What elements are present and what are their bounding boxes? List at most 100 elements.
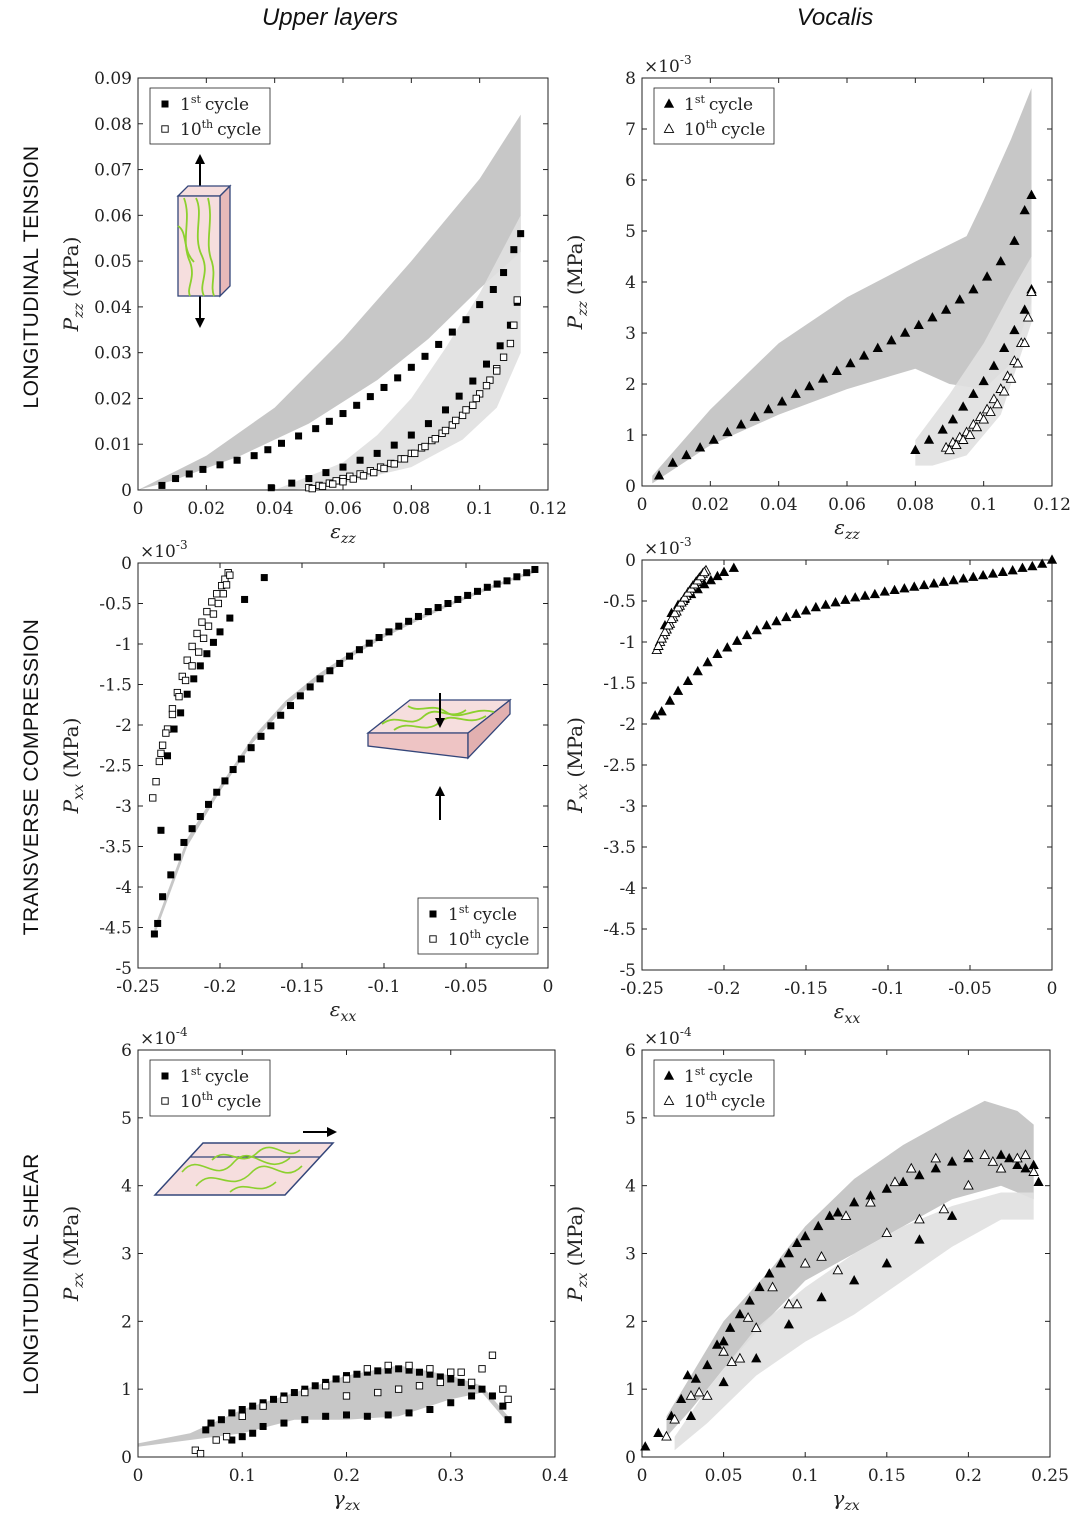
- data-point: [987, 1155, 999, 1166]
- data-point: [708, 434, 719, 444]
- data-point: [384, 1411, 392, 1419]
- legend-marker: [663, 98, 675, 108]
- data-point: [810, 601, 821, 612]
- data-point: [927, 312, 938, 322]
- data-point: [694, 442, 706, 452]
- data-point: [496, 342, 504, 350]
- data-point: [968, 388, 979, 398]
- y-tick-label: 0.09: [94, 69, 132, 89]
- data-point: [365, 639, 373, 647]
- data-point: [312, 425, 320, 433]
- data-point: [914, 1169, 925, 1180]
- data-point: [374, 1367, 382, 1375]
- data-point: [452, 416, 460, 425]
- confidence-band-dark: [138, 1365, 509, 1447]
- legend-tenth-cycle: 10th cycle: [684, 1090, 765, 1112]
- data-point: [947, 414, 959, 424]
- data-point: [832, 1264, 844, 1275]
- x-tick-label: -0.1: [872, 979, 905, 999]
- data-point: [702, 656, 713, 667]
- y-tick-label: 5: [625, 222, 636, 242]
- data-point: [987, 568, 999, 578]
- data-point: [940, 304, 952, 314]
- data-point: [499, 353, 508, 361]
- data-point: [199, 634, 208, 642]
- data-point: [155, 757, 163, 766]
- y-tick-label: -1.5: [99, 676, 132, 696]
- data-point: [238, 1406, 246, 1414]
- data-point: [764, 1268, 775, 1278]
- data-point: [816, 1250, 827, 1261]
- data-point: [1046, 554, 1058, 564]
- data-point: [183, 690, 191, 698]
- data-point: [938, 1203, 950, 1214]
- data-point: [656, 632, 668, 643]
- data-point: [1019, 304, 1030, 314]
- data-point: [910, 444, 921, 455]
- data-point: [750, 1322, 762, 1332]
- x-tick-label: -0.1: [368, 977, 401, 997]
- legend-box: [653, 1059, 775, 1117]
- data-point: [840, 1210, 852, 1221]
- data-point: [1017, 562, 1028, 572]
- data-point: [979, 1149, 991, 1159]
- legend-tenth-cycle: 10th cycle: [180, 118, 261, 140]
- y-axis-label: Pzz(MPa): [59, 237, 87, 333]
- data-point: [157, 826, 165, 834]
- data-point: [791, 1237, 803, 1248]
- data-point: [905, 1162, 917, 1173]
- axis-exponent-label: ×10-3: [644, 53, 692, 77]
- data-point: [1007, 565, 1018, 575]
- data-point: [800, 605, 812, 615]
- axis-exponent-label: ×10-4: [140, 1025, 188, 1049]
- data-point: [781, 611, 792, 622]
- data-point: [669, 1413, 680, 1424]
- y-tick-label: -0.5: [603, 592, 636, 612]
- data-point: [154, 919, 162, 927]
- data-point: [672, 685, 684, 695]
- y-tick-label: 5: [121, 1109, 132, 1129]
- y-tick-label: 0.06: [94, 206, 132, 226]
- y-tick-label: 6: [121, 1041, 132, 1061]
- data-point: [850, 592, 861, 602]
- data-point: [222, 581, 231, 589]
- data-point: [488, 1351, 497, 1359]
- x-tick-label: 0.15: [868, 1466, 906, 1486]
- data-point: [411, 449, 419, 458]
- y-tick-label: 6: [625, 171, 636, 191]
- legend-first-cycle: 1st cycle: [684, 1065, 753, 1087]
- data-point: [946, 1210, 958, 1220]
- data-point: [436, 1378, 444, 1387]
- data-point: [831, 365, 842, 375]
- data-point: [488, 1392, 496, 1400]
- y-tick-label: 6: [625, 1041, 636, 1061]
- legend-marker: [161, 1072, 169, 1080]
- data-point: [326, 667, 334, 675]
- data-point: [804, 380, 815, 391]
- data-point: [380, 464, 388, 473]
- confidence-band-dark: [666, 1100, 1034, 1437]
- data-point: [205, 800, 213, 808]
- x-tick-label: 0.08: [392, 499, 430, 519]
- data-point: [1037, 558, 1048, 568]
- data-point: [800, 1230, 811, 1241]
- legend-tenth-cycle: 10th cycle: [684, 118, 765, 140]
- data-point: [685, 1390, 697, 1400]
- data-point: [462, 406, 470, 414]
- data-point: [682, 675, 694, 686]
- data-point: [1005, 372, 1017, 383]
- y-tick-label: -2: [619, 715, 636, 735]
- data-point: [405, 1409, 413, 1417]
- data-point: [415, 1382, 424, 1390]
- data-point: [1009, 324, 1020, 335]
- chart-compression-vocalis: -0.25 -0.2 -0.15 -0.1 -0.05 0 -5 -4.5 -4 -3.5 -3 -2…: [563, 535, 1057, 1027]
- data-point: [930, 1152, 942, 1163]
- legend-tenth-cycle: 10th cycle: [448, 928, 529, 950]
- data-point: [173, 853, 181, 861]
- data-point: [196, 1449, 205, 1458]
- data-point: [1020, 1163, 1031, 1173]
- data-point: [469, 377, 477, 385]
- data-point: [820, 599, 831, 609]
- data-point: [493, 367, 501, 375]
- data-point: [150, 930, 158, 938]
